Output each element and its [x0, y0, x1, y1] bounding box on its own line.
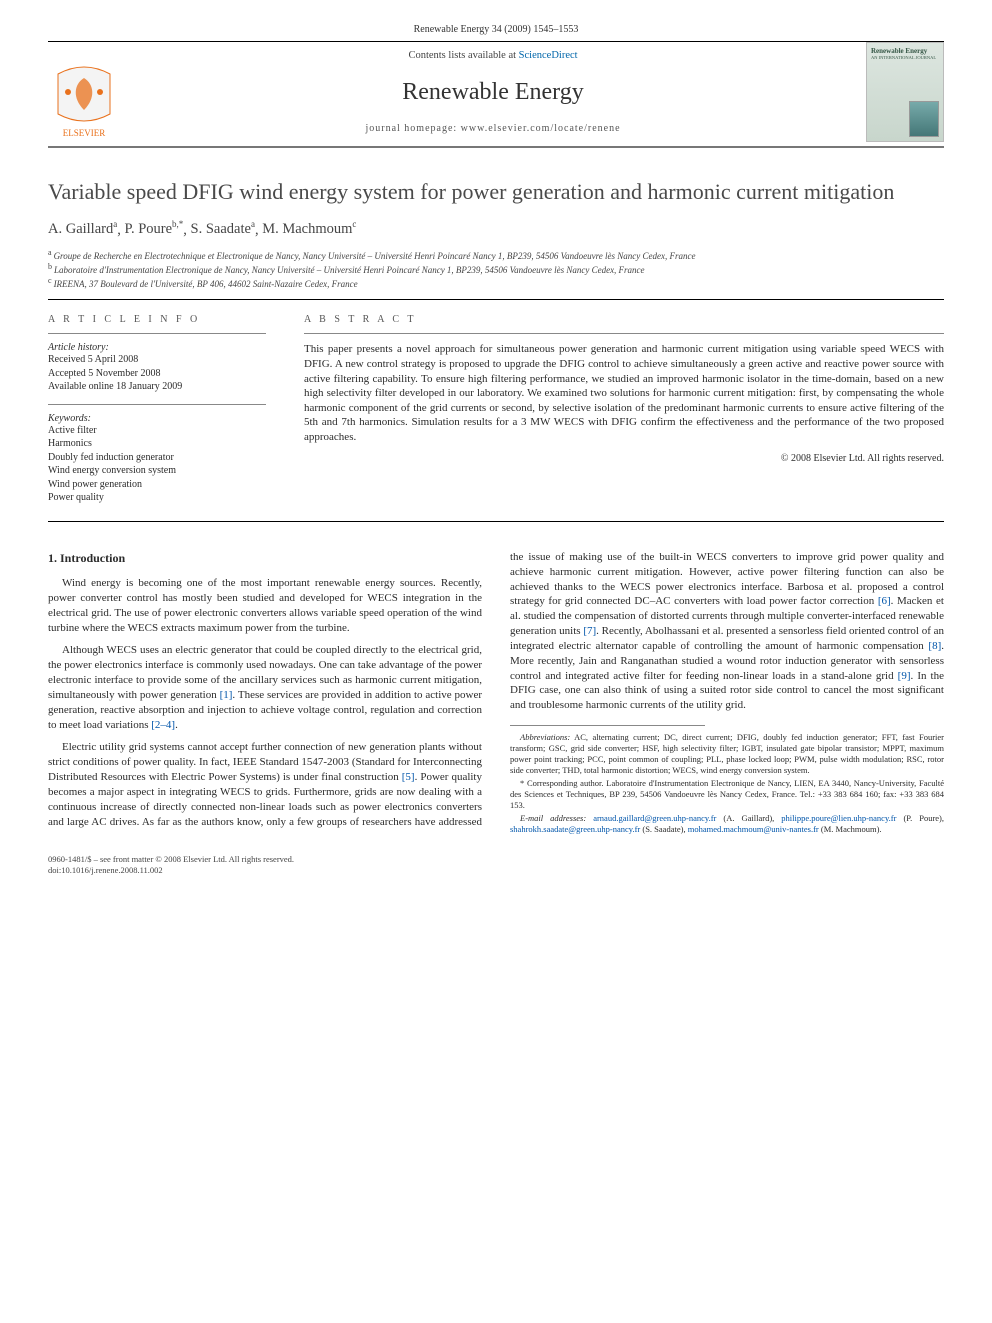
copyright-line: © 2008 Elsevier Ltd. All rights reserved…: [304, 453, 944, 464]
authors-line: A. Gaillarda, P. Poureb,*, S. Saadatea, …: [48, 220, 944, 239]
keyword: Power quality: [48, 491, 266, 505]
para-1: Wind energy is becoming one of the most …: [48, 576, 482, 635]
author-name: M. Machmoum: [262, 221, 352, 237]
svg-text:ELSEVIER: ELSEVIER: [63, 128, 106, 138]
abstract-body: This paper presents a novel approach for…: [304, 342, 944, 444]
history-body: Received 5 April 2008 Accepted 5 Novembe…: [48, 353, 266, 394]
info-rule: [48, 333, 266, 334]
abstract-rule: [304, 333, 944, 334]
ref-link-5[interactable]: [5]: [402, 771, 415, 783]
aff-text: IREENA, 37 Boulevard de l'Université, BP…: [54, 279, 358, 289]
cover-image-icon: [909, 101, 939, 137]
affiliation-b: bLaboratoire d'Instrumentation Electroni…: [48, 262, 944, 275]
author-name: S. Saadate: [191, 221, 251, 237]
header-bottom-rule: [48, 146, 944, 148]
ref-link-2-4[interactable]: [2–4]: [151, 719, 175, 731]
footnotes: Abbreviations: AC, alternating current; …: [510, 732, 944, 835]
abbrev-label: Abbreviations:: [520, 732, 570, 742]
ref-link-6[interactable]: [6]: [878, 595, 891, 607]
aff-mark: a: [48, 248, 52, 257]
journal-name: Renewable Energy: [132, 79, 854, 106]
aff-text: Laboratoire d'Instrumentation Electroniq…: [54, 265, 645, 275]
para-text: .: [175, 719, 178, 731]
keyword: Harmonics: [48, 437, 266, 451]
ref-link-1[interactable]: [1]: [220, 689, 233, 701]
header-center: Contents lists available at ScienceDirec…: [132, 42, 854, 142]
abstract-head: A B S T R A C T: [304, 314, 944, 325]
author-name: P. Poure: [124, 221, 172, 237]
email-who: (P. Poure),: [896, 813, 944, 823]
contents-line: Contents lists available at ScienceDirec…: [132, 50, 854, 61]
email-link[interactable]: arnaud.gaillard@green.uhp-nancy.fr: [593, 813, 716, 823]
author-aff: b,*: [172, 220, 183, 230]
author-2: P. Poureb,*: [124, 221, 183, 237]
history-item: Received 5 April 2008: [48, 353, 266, 367]
ref-link-9[interactable]: [9]: [898, 670, 911, 682]
article-info-head: A R T I C L E I N F O: [48, 314, 266, 325]
email-link[interactable]: shahrokh.saadate@green.uhp-nancy.fr: [510, 824, 640, 834]
cover-title: Renewable Energy: [871, 47, 939, 55]
elsevier-logo: ELSEVIER: [48, 42, 120, 142]
email-who: (M. Machmoum).: [819, 824, 882, 834]
running-citation: Renewable Energy 34 (2009) 1545–1553: [48, 24, 944, 35]
history-label: Article history:: [48, 342, 266, 353]
keyword: Wind power generation: [48, 478, 266, 492]
corr-label: * Corresponding author.: [520, 778, 604, 788]
email-label: E-mail addresses:: [520, 813, 586, 823]
history-item: Accepted 5 November 2008: [48, 367, 266, 381]
email-link[interactable]: philippe.poure@lien.uhp-nancy.fr: [781, 813, 896, 823]
cover-subtitle: AN INTERNATIONAL JOURNAL: [871, 55, 939, 60]
affiliations: aGroupe de Recherche en Electrotechnique…: [48, 248, 944, 289]
author-aff: a: [251, 220, 255, 230]
homepage-url: www.elsevier.com/locate/renene: [461, 123, 621, 134]
doi-line: doi:10.1016/j.renene.2008.11.002: [48, 865, 944, 876]
article-title: Variable speed DFIG wind energy system f…: [48, 178, 944, 206]
author-1: A. Gaillarda: [48, 221, 117, 237]
journal-header: ELSEVIER Contents lists available at Sci…: [48, 42, 944, 142]
email-link[interactable]: mohamed.machmoum@univ-nantes.fr: [688, 824, 819, 834]
email-footnote: E-mail addresses: arnaud.gaillard@green.…: [510, 813, 944, 835]
journal-cover-thumb: Renewable Energy AN INTERNATIONAL JOURNA…: [866, 42, 944, 142]
affiliation-c: cIREENA, 37 Boulevard de l'Université, B…: [48, 276, 944, 289]
aff-text: Groupe de Recherche en Electrotechnique …: [54, 251, 696, 261]
author-3: S. Saadatea: [191, 221, 255, 237]
keyword: Active filter: [48, 424, 266, 438]
keywords-label: Keywords:: [48, 413, 266, 424]
keywords-list: Active filter Harmonics Doubly fed induc…: [48, 424, 266, 505]
body-rule: [48, 521, 944, 522]
page-footer: 0960-1481/$ – see front matter © 2008 El…: [48, 854, 944, 876]
info-rule: [48, 404, 266, 405]
affiliation-a: aGroupe de Recherche en Electrotechnique…: [48, 248, 944, 261]
aff-mark: b: [48, 262, 52, 271]
info-abstract-row: A R T I C L E I N F O Article history: R…: [48, 299, 944, 505]
abbreviations-footnote: Abbreviations: AC, alternating current; …: [510, 732, 944, 776]
sciencedirect-link[interactable]: ScienceDirect: [519, 50, 578, 61]
para-2: Although WECS uses an electric generator…: [48, 643, 482, 732]
author-4: M. Machmoumc: [262, 221, 356, 237]
ref-link-7[interactable]: [7]: [583, 625, 596, 637]
keyword: Doubly fed induction generator: [48, 451, 266, 465]
author-aff: c: [352, 220, 356, 230]
keyword: Wind energy conversion system: [48, 464, 266, 478]
body-columns: 1. Introduction Wind energy is becoming …: [48, 550, 944, 836]
ref-link-8[interactable]: [8]: [928, 640, 941, 652]
author-name: A. Gaillard: [48, 221, 113, 237]
homepage-label: journal homepage:: [365, 123, 460, 134]
section-1-title: 1. Introduction: [48, 550, 482, 566]
corresponding-author-footnote: * Corresponding author. Laboratoire d'In…: [510, 778, 944, 811]
abstract-column: A B S T R A C T This paper presents a no…: [304, 314, 944, 505]
abbrev-text: AC, alternating current; DC, direct curr…: [510, 732, 944, 775]
article-info: A R T I C L E I N F O Article history: R…: [48, 314, 266, 505]
aff-mark: c: [48, 276, 52, 285]
homepage-line: journal homepage: www.elsevier.com/locat…: [132, 123, 854, 134]
history-item: Available online 18 January 2009: [48, 380, 266, 394]
footnote-rule: [510, 725, 705, 726]
email-who: (A. Gaillard),: [716, 813, 781, 823]
author-aff: a: [113, 220, 117, 230]
email-who: (S. Saadate),: [640, 824, 687, 834]
issn-line: 0960-1481/$ – see front matter © 2008 El…: [48, 854, 944, 865]
contents-prefix: Contents lists available at: [408, 50, 518, 61]
